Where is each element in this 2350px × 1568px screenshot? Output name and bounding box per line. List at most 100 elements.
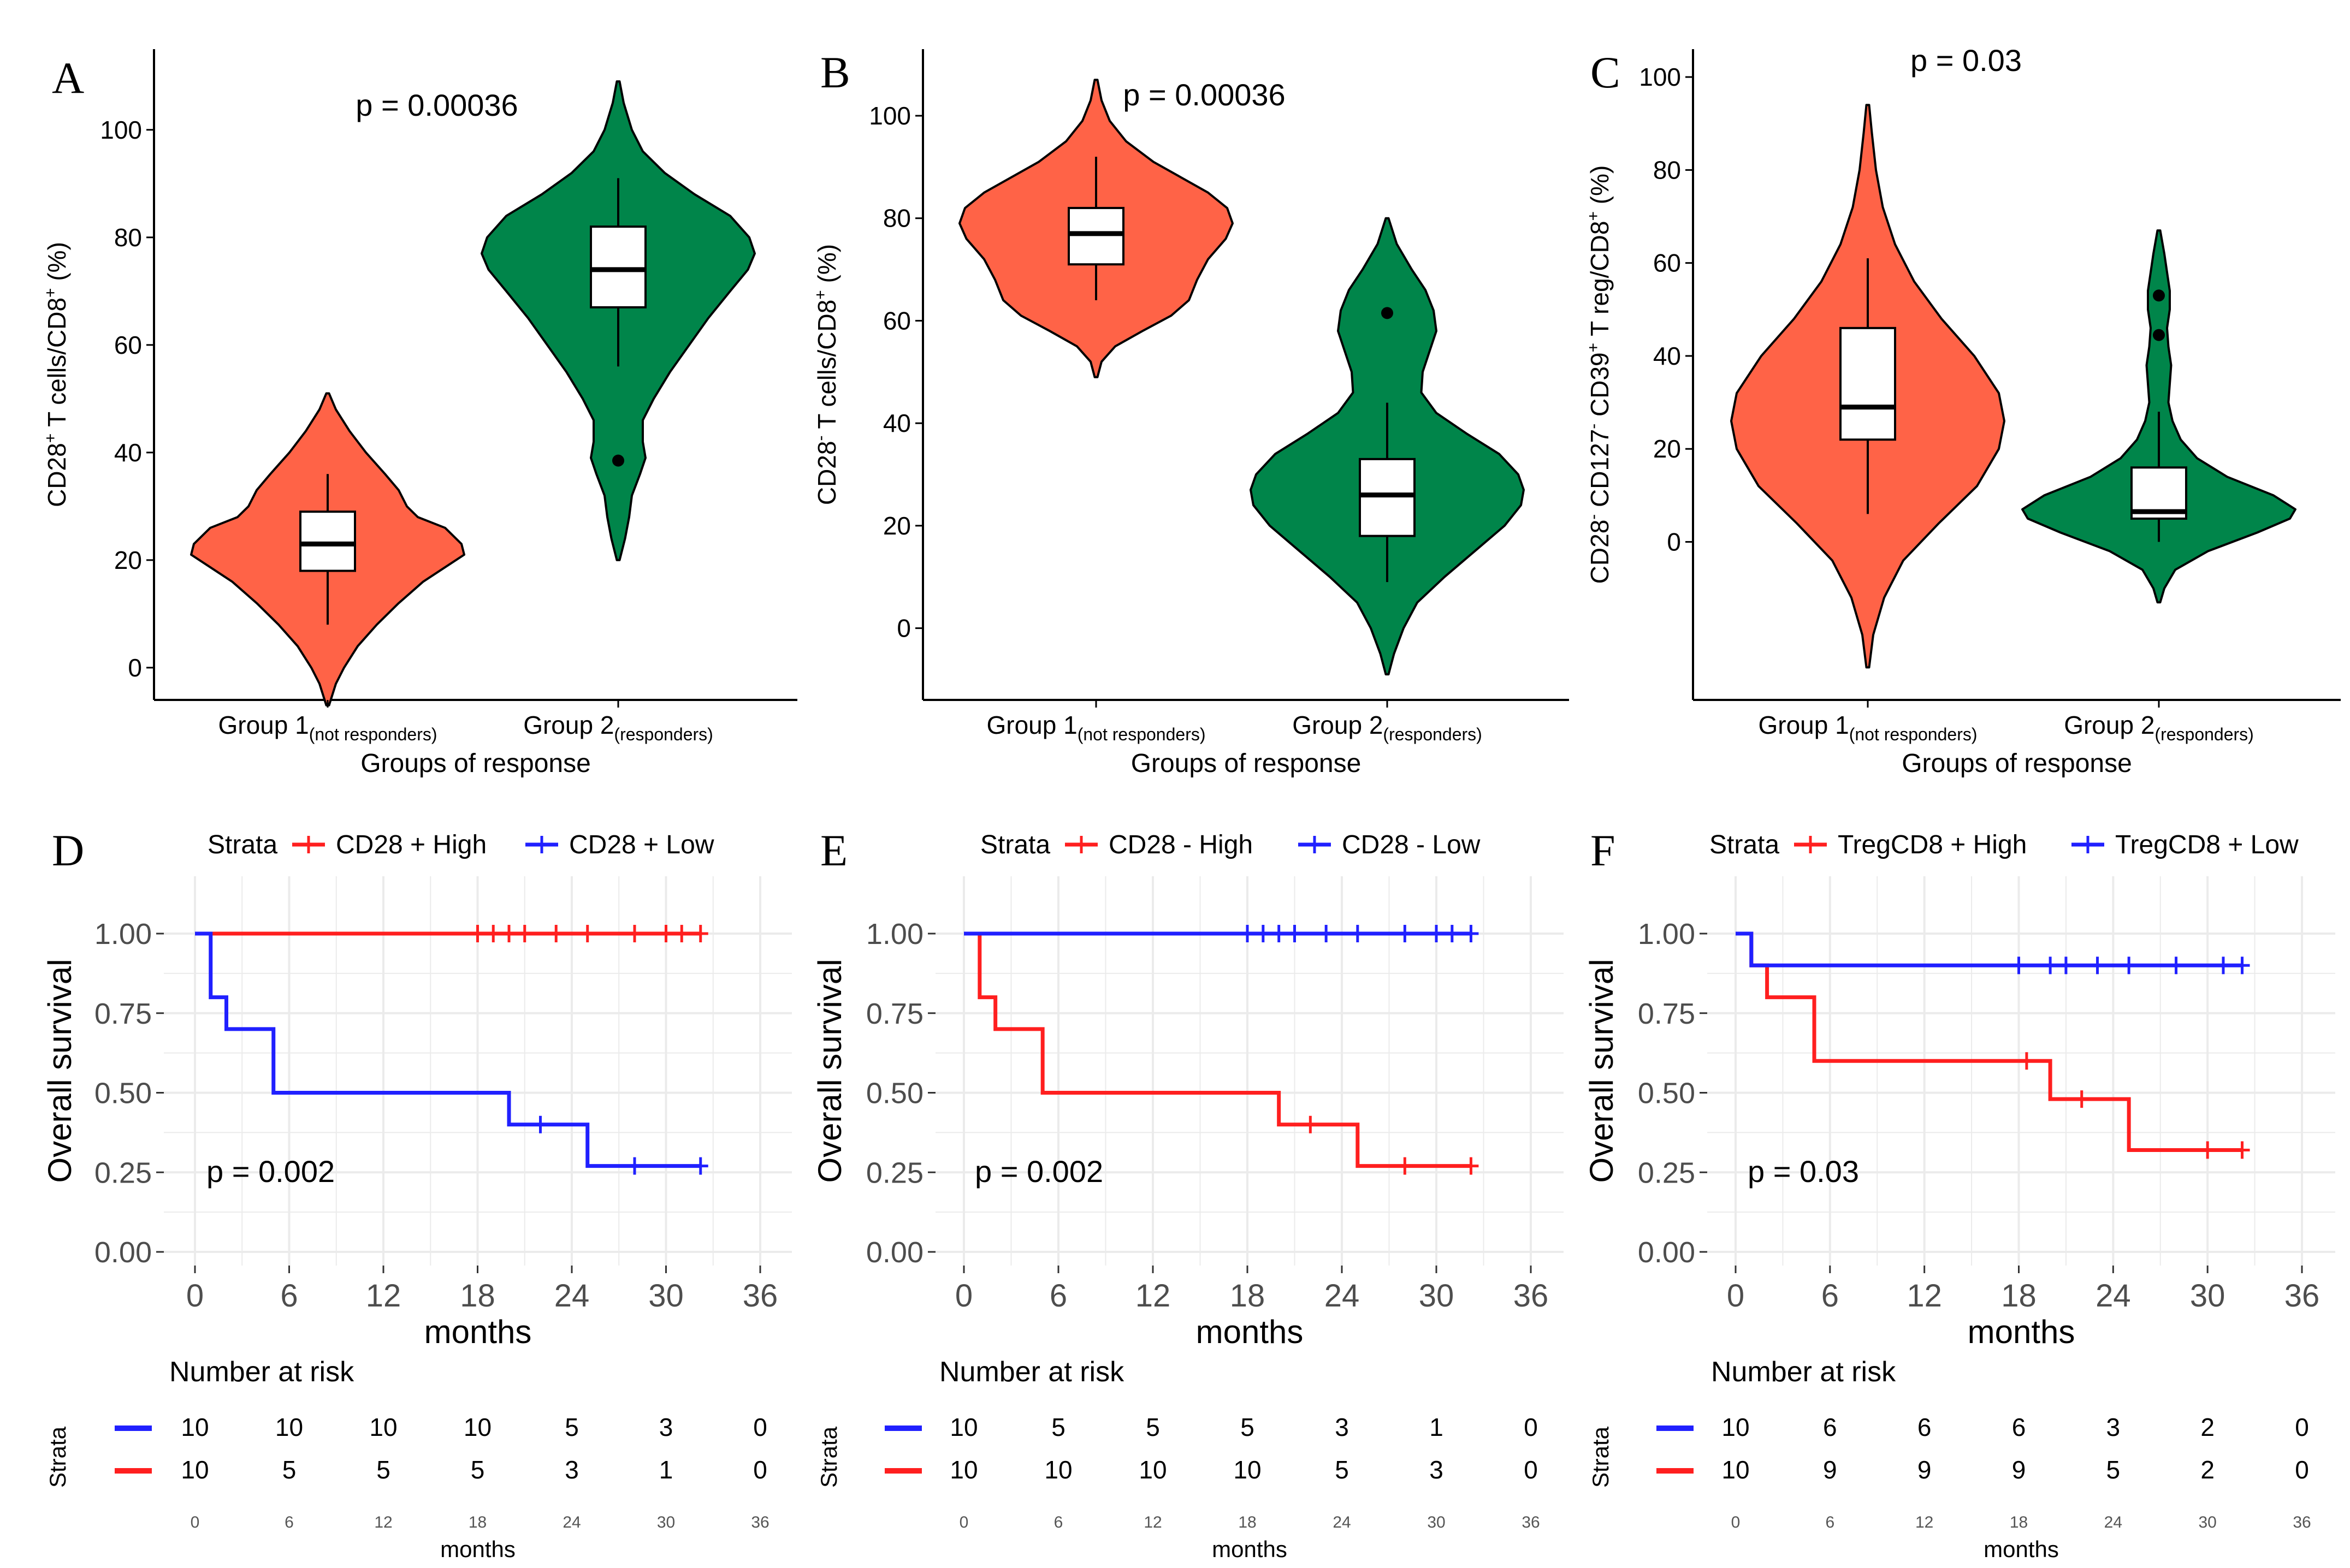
y-tick-label: 60	[883, 306, 911, 335]
risk-value: 9	[1823, 1456, 1837, 1484]
risk-value: 10	[1044, 1456, 1072, 1484]
y-tick-label: 0.00	[94, 1236, 152, 1269]
x-axis-label: months	[424, 1314, 532, 1350]
y-tick-label: 20	[114, 546, 142, 574]
y-tick-label: 100	[869, 102, 911, 130]
risk-value: 3	[1429, 1456, 1443, 1484]
x-axis-label: Groups of response	[1131, 749, 1362, 778]
x-axis-label: months	[1968, 1314, 2075, 1350]
x-axis-label: Groups of response	[360, 749, 591, 778]
risk-value: 10	[369, 1413, 397, 1441]
y-axis-label: Overall survival	[812, 959, 848, 1183]
panel-letter: E	[820, 825, 848, 875]
km-curve-2	[195, 931, 701, 1168]
group-label: Group 2	[2064, 711, 2154, 739]
group-sublabel: (responders)	[2154, 724, 2253, 744]
group-label: Group 1	[1759, 711, 1849, 739]
risk-value: 3	[1335, 1413, 1349, 1441]
y-tick-label: 60	[1653, 249, 1681, 277]
y-tick-label: 100	[1639, 63, 1681, 91]
risk-value: 5	[2106, 1456, 2121, 1484]
risk-value: 3	[659, 1413, 673, 1441]
risk-x-axis-label: months	[440, 1536, 516, 1562]
km-panel-e: E Strata CD28 - High CD28 - Low 0.00 0.25 0.50…	[812, 825, 1564, 1562]
y-tick-label: 0.00	[1638, 1236, 1695, 1269]
risk-table-title: Number at risk	[169, 1356, 354, 1388]
legend-title: Strata	[208, 830, 277, 859]
y-label-text: (%)	[43, 242, 71, 288]
y-axis-label: CD28- T cells/CD8+ (%)	[812, 244, 841, 505]
y-label-superscript: +	[42, 288, 60, 298]
legend-entry: CD28 - Low	[1342, 830, 1481, 859]
x-tick-label: Group 2(responders)	[523, 711, 713, 744]
risk-table-title: Number at risk	[1711, 1356, 1896, 1388]
group-label: Group 1	[987, 711, 1078, 739]
y-tick-label: 0.75	[866, 997, 924, 1030]
y-tick-label: 0.50	[94, 1077, 152, 1110]
y-label-superscript: +	[812, 290, 830, 300]
y-tick-label: 80	[883, 204, 911, 233]
y-label-text: T reg/CD8	[1585, 221, 1614, 343]
y-tick-label: 0.00	[866, 1236, 924, 1269]
box-outlier	[2153, 329, 2165, 341]
x-tick-label: 36	[2284, 1278, 2320, 1314]
y-tick-label: 20	[1653, 435, 1681, 463]
risk-x-tick-label: 36	[751, 1513, 769, 1531]
risk-value: 10	[275, 1413, 303, 1441]
panel-letter: A	[52, 53, 84, 103]
risk-x-tick-label: 18	[2010, 1513, 2028, 1531]
group-sublabel: (not responders)	[309, 724, 437, 744]
risk-value: 10	[181, 1413, 209, 1441]
y-tick-label: 20	[883, 512, 911, 540]
y-tick-label: 40	[883, 409, 911, 437]
risk-value: 5	[1051, 1413, 1066, 1441]
risk-value: 5	[282, 1456, 297, 1484]
x-tick-label: Group 1(not responders)	[1759, 711, 1978, 744]
risk-value: 0	[753, 1456, 767, 1484]
risk-value: 5	[376, 1456, 390, 1484]
x-tick-label: 0	[955, 1278, 973, 1314]
risk-value: 1	[659, 1456, 673, 1484]
x-tick-label: 24	[1324, 1278, 1360, 1314]
x-tick-label: 36	[1513, 1278, 1549, 1314]
y-label-superscript: +	[1584, 343, 1602, 353]
risk-x-tick-label: 36	[1522, 1513, 1540, 1531]
box-outlier	[612, 454, 624, 467]
km-curve-1	[964, 931, 1471, 1168]
legend-entry: CD28 + High	[336, 830, 487, 859]
y-label-text: (%)	[1585, 165, 1614, 211]
panel-letter: B	[820, 47, 850, 97]
x-tick-label: 18	[2001, 1278, 2037, 1314]
risk-value: 5	[1335, 1456, 1349, 1484]
y-tick-label: 1.00	[1638, 918, 1695, 951]
risk-value: 3	[565, 1456, 579, 1484]
x-tick-label: Group 1(not responders)	[987, 711, 1206, 744]
box-outlier	[1381, 307, 1393, 319]
risk-x-tick-label: 30	[657, 1513, 675, 1531]
x-tick-label: 24	[2096, 1278, 2131, 1314]
group-sublabel: (responders)	[614, 724, 713, 744]
risk-value: 5	[1146, 1413, 1160, 1441]
risk-value: 0	[1524, 1413, 1538, 1441]
risk-x-tick-label: 0	[960, 1513, 969, 1531]
box-iqr	[1359, 458, 1416, 537]
y-label-superscript: +	[42, 433, 60, 443]
risk-value: 6	[2012, 1413, 2026, 1441]
y-tick-label: 100	[100, 116, 142, 144]
x-tick-label: 0	[186, 1278, 204, 1314]
risk-x-tick-label: 6	[285, 1513, 294, 1531]
km-panel-d: D Strata CD28 + High CD28 + Low 0.00 0.25 0.50…	[42, 825, 792, 1562]
risk-x-tick-label: 30	[2198, 1513, 2216, 1531]
risk-x-tick-label: 30	[1427, 1513, 1445, 1531]
risk-value: 10	[1721, 1413, 1749, 1441]
panel-letter: C	[1590, 47, 1620, 97]
risk-value: 3	[2106, 1413, 2121, 1441]
risk-value: 0	[2295, 1456, 2309, 1484]
risk-table-title: Number at risk	[939, 1356, 1124, 1388]
risk-x-tick-label: 18	[1238, 1513, 1256, 1531]
risk-value: 10	[1721, 1456, 1749, 1484]
risk-x-tick-label: 12	[1144, 1513, 1162, 1531]
box-iqr	[1839, 326, 1896, 441]
